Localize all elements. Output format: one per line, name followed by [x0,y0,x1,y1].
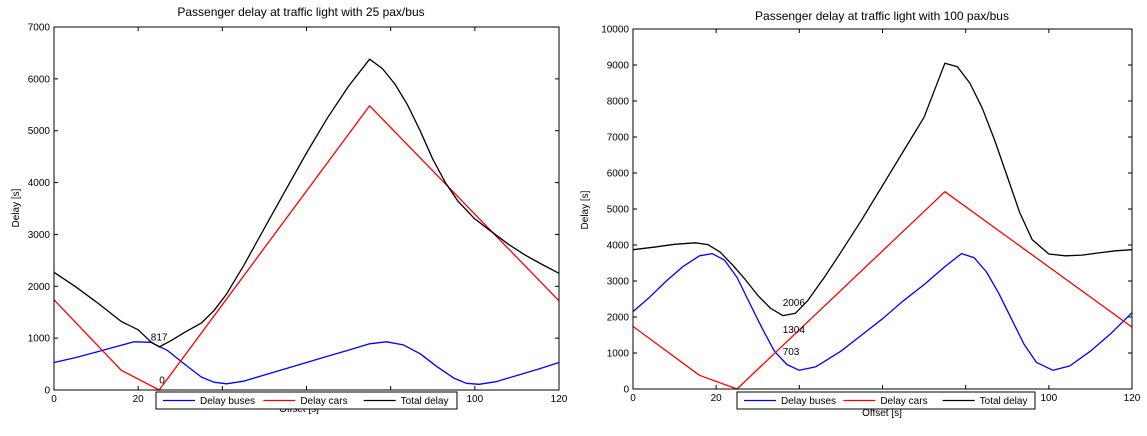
data-annotation: 703 [783,347,800,358]
y-tick-label: 9000 [607,61,630,72]
series-line-total-delay [54,59,559,347]
y-tick-label: 4000 [28,178,51,189]
x-tick-label: 100 [466,394,483,405]
data-annotation: 2006 [783,298,806,309]
legend-label: Total delay [980,396,1028,407]
legend-label: Total delay [401,396,449,407]
y-tick-label: 5000 [28,126,51,137]
chart-title: Passenger delay at traffic light with 10… [755,9,1009,23]
x-axis-label: Offset [s] [862,408,902,419]
x-tick-label: 120 [551,394,568,405]
data-annotation: 1304 [783,325,806,336]
y-tick-label: 3000 [28,230,51,241]
chart-right: Passenger delay at traffic light with 10… [580,9,1141,419]
series-line-delay-cars [633,192,1132,389]
y-tick-label: 4000 [607,241,630,252]
y-tick-label: 3000 [607,277,630,288]
legend: Delay buses Delay cars Total delay [737,392,1035,409]
legend-label: Delay cars [300,396,347,407]
plot-area: 817 0 [54,59,559,390]
y-tick-label: 6000 [607,169,630,180]
plot-area: 2006 1304 703 [633,63,1132,389]
y-tick-label: 2000 [607,313,630,324]
series-line-total-delay [633,63,1132,315]
x-tick-label: 120 [1124,393,1141,404]
chart-left: Passenger delay at traffic light with 25… [11,5,568,415]
y-tick-label: 1000 [607,349,630,360]
plot-frame [633,29,1132,389]
y-axis-label: Delay [s] [11,188,22,227]
y-tick-label: 6000 [28,74,51,85]
x-tick-label: 20 [133,394,145,405]
plot-frame [54,27,559,390]
x-axis-ticks: 020406080100120 [630,29,1141,404]
chart-title: Passenger delay at traffic light with 25… [177,5,424,19]
legend: Delay buses Delay cars Total delay [156,392,457,409]
y-tick-label: 0 [44,386,50,397]
y-tick-label: 8000 [607,97,630,108]
y-tick-label: 5000 [607,205,630,216]
x-tick-label: 0 [51,394,57,405]
data-annotation: 817 [151,333,168,344]
x-axis-ticks: 020406080100120 [51,27,568,405]
x-tick-label: 100 [1040,393,1057,404]
legend-label: Delay cars [880,396,927,407]
y-tick-label: 0 [623,385,629,396]
data-annotation: 0 [159,375,165,386]
y-tick-label: 2000 [28,282,51,293]
series-line-delay-buses [54,342,559,385]
series-line-delay-cars [54,106,559,390]
series-line-delay-buses [633,254,1132,371]
y-axis-ticks: 0 1000 2000 3000 4000 5000 6000 7000 8000 9000 100… [601,25,1132,396]
y-tick-label: 7000 [607,133,630,144]
y-tick-label: 7000 [28,23,51,34]
legend-label: Delay buses [200,396,255,407]
y-tick-label: 1000 [28,334,51,345]
legend-label: Delay buses [781,396,836,407]
x-tick-label: 0 [630,393,636,404]
y-tick-label: 10000 [601,25,629,36]
x-tick-label: 20 [711,393,723,404]
y-axis-label: Delay [s] [580,190,591,229]
